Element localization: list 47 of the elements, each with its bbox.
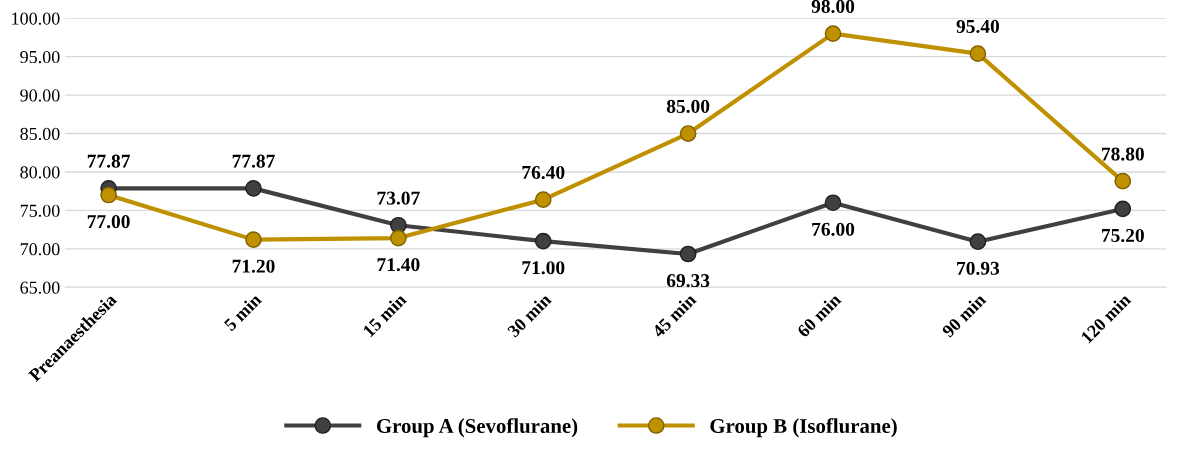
- data-label: 73.07: [377, 191, 420, 205]
- point: [824, 25, 842, 42]
- x-tick-label: 5 min: [223, 292, 263, 332]
- y-tick-label: 100.00: [12, 12, 60, 25]
- data-label: 77.87: [232, 154, 275, 168]
- data-label: 70.93: [957, 261, 1000, 275]
- y-tick-label: 75.00: [20, 204, 60, 217]
- y-tick-label: 80.00: [20, 166, 60, 179]
- point: [679, 125, 697, 142]
- data-label: 71.40: [377, 258, 420, 272]
- y-tick-label: 70.00: [20, 243, 60, 256]
- data-label: 77.00: [87, 215, 130, 229]
- data-label: 75.20: [1102, 228, 1144, 243]
- data-label: 98.00: [811, 0, 855, 14]
- y-tick-label: 85.00: [20, 127, 60, 141]
- point: [1114, 200, 1132, 218]
- y-tick-label: 95.00: [20, 50, 60, 64]
- x-tick-label: 120 min: [1080, 292, 1132, 344]
- y-tick-label: 90.00: [20, 89, 60, 102]
- data-label: 76.00: [812, 222, 855, 236]
- data-label: 69.33: [666, 274, 710, 288]
- x-tick-label: 15 min: [362, 292, 408, 338]
- legend-label: Group B (Isoflurane): [710, 418, 897, 438]
- x-tick-label: 90 min: [941, 292, 987, 339]
- point: [969, 45, 987, 62]
- point: [534, 232, 552, 250]
- point: [245, 180, 262, 197]
- point: [824, 194, 842, 212]
- point: [969, 233, 987, 251]
- data-label: 85.00: [666, 99, 710, 114]
- data-label: 77.87: [87, 154, 130, 168]
- data-label: 76.40: [522, 165, 565, 180]
- data-label: 71.00: [522, 261, 565, 275]
- point: [679, 245, 697, 263]
- x-tick-label: 30 min: [506, 292, 553, 338]
- point: [1114, 172, 1132, 190]
- y-tick-label: 65.00: [20, 281, 60, 294]
- data-label: 95.40: [956, 19, 1000, 34]
- legend-label: Group A (Sevoflurane): [376, 418, 578, 438]
- data-label: 71.20: [232, 259, 275, 273]
- point: [100, 186, 117, 204]
- data-label: 78.80: [1102, 147, 1144, 161]
- point: [534, 191, 552, 208]
- x-tick-label: 45 min: [651, 292, 697, 339]
- x-tick-label: 60 min: [796, 292, 842, 338]
- point: [245, 231, 262, 248]
- point: [390, 229, 407, 247]
